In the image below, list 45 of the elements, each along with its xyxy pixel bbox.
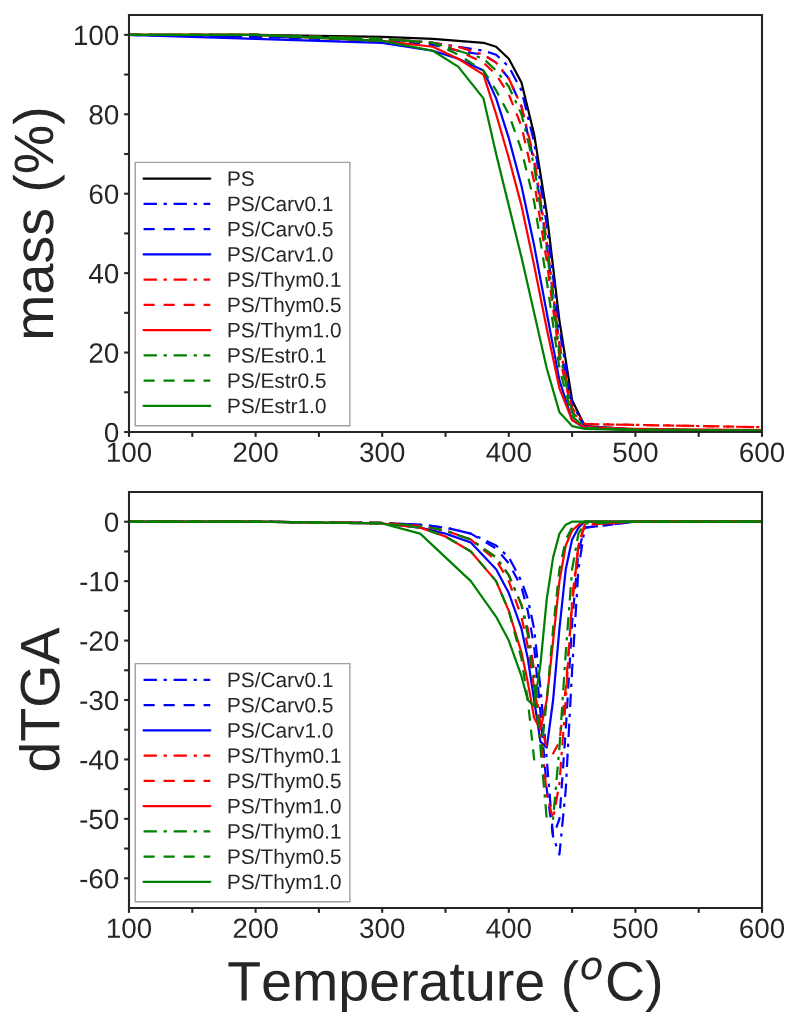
legend-label: PS/Carv1.0 xyxy=(228,722,333,738)
y-tick-label: 0 xyxy=(104,422,119,443)
x-tick-label: 600 xyxy=(740,442,785,463)
y-tick-label: -60 xyxy=(80,868,119,889)
y-axis-title: mass (%) xyxy=(12,109,65,338)
legend-label: PS/Carv0.1 xyxy=(228,671,333,688)
legend-label: PS/Thym0.5 xyxy=(228,772,341,793)
x-tick-label: 300 xyxy=(360,918,405,939)
legend-label: PS/Carv1.0 xyxy=(228,246,333,262)
legend-label: PS/Carv0.1 xyxy=(228,195,333,212)
y-tick-label: 60 xyxy=(89,184,119,205)
x-tick-label: 200 xyxy=(233,918,278,939)
x-tick-label: 300 xyxy=(360,442,405,463)
x-tick-label: 200 xyxy=(233,442,278,463)
y-tick-label: -30 xyxy=(80,690,119,711)
legend-label: PS/Estr0.1 xyxy=(228,347,326,363)
legend-label: PS/Carv0.5 xyxy=(228,697,333,713)
y-tick-label: -20 xyxy=(80,631,119,651)
legend-label: PS/Carv0.5 xyxy=(228,221,333,237)
legend-label: PS/Thym0.5 xyxy=(228,848,341,869)
y-tick-label: 0 xyxy=(104,512,119,533)
legend-label: PS/Thym1.0 xyxy=(228,322,341,342)
x-axis-title: Temperature ($^{o}$C) xyxy=(228,957,661,1013)
y-axis-title: dTGA xyxy=(19,627,60,771)
legend-label: PS xyxy=(228,171,254,187)
x-tick-label: 400 xyxy=(486,442,531,463)
y-tick-label: 100 xyxy=(75,25,119,46)
x-tick-label: 500 xyxy=(613,918,658,939)
x-tick-label: 500 xyxy=(613,442,658,463)
y-tick-label: 80 xyxy=(89,104,119,125)
legend-label: PS/Thym0.1 xyxy=(228,823,341,843)
y-tick-label: 20 xyxy=(89,343,119,363)
x-tick-label: 600 xyxy=(740,918,785,939)
y-tick-label: 40 xyxy=(89,263,119,284)
legend-label: PS/Estr0.5 xyxy=(228,372,326,389)
legend-label: PS/Thym1.0 xyxy=(228,798,341,818)
legend-label: PS/Thym0.1 xyxy=(228,747,341,768)
legend-label: PS/Thym0.5 xyxy=(228,296,341,317)
y-tick-label: -10 xyxy=(80,571,119,592)
legend-label: PS/Estr1.0 xyxy=(228,398,326,414)
x-tick-label: 400 xyxy=(486,918,531,939)
legend-label: PS/Thym0.1 xyxy=(228,271,341,292)
legend-label: PS/Thym1.0 xyxy=(228,874,341,894)
y-tick-label: -50 xyxy=(80,809,119,830)
y-tick-label: -40 xyxy=(80,750,119,770)
